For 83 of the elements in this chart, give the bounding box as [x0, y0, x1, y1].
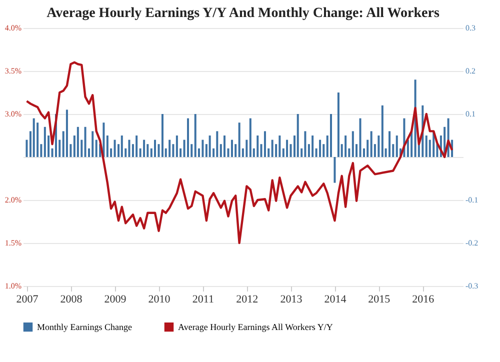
bar	[176, 136, 178, 157]
bar	[278, 136, 281, 157]
x-tick-label: 2011	[192, 294, 214, 306]
x-tick-label: 2013	[280, 294, 303, 306]
y2-tick-label: 0.3	[466, 24, 476, 32]
bar	[296, 114, 299, 157]
bar	[114, 140, 116, 157]
bar	[388, 131, 391, 157]
bar	[128, 140, 130, 157]
bar	[36, 122, 39, 157]
bar	[330, 114, 332, 157]
x-tick-label: 2016	[412, 294, 435, 306]
bar	[264, 131, 266, 157]
bar	[202, 140, 204, 157]
line-series	[26, 61, 454, 244]
bar	[194, 114, 196, 157]
bar	[359, 118, 362, 157]
bar	[161, 114, 164, 157]
bar	[256, 136, 259, 157]
bar	[92, 131, 94, 157]
bar	[143, 140, 146, 157]
bar	[378, 136, 380, 157]
bar	[370, 131, 372, 157]
bar	[381, 105, 384, 157]
y-tick-label: 1.5%	[4, 238, 22, 248]
bar	[102, 122, 105, 157]
x-tick-label: 2010	[148, 294, 171, 306]
bar	[76, 126, 79, 157]
bar	[234, 144, 237, 157]
bar	[208, 136, 211, 157]
y2-tick-label: -0.1	[466, 196, 478, 204]
bar	[84, 126, 86, 157]
bar	[344, 136, 347, 157]
x-tick-label: 2009	[104, 294, 127, 306]
bar	[26, 140, 28, 157]
bar	[366, 140, 369, 157]
bar	[230, 140, 233, 157]
bar	[249, 118, 252, 157]
bar	[120, 136, 123, 157]
bar	[136, 136, 138, 157]
bar	[216, 131, 218, 157]
y-tick-label: 4.0%	[4, 24, 22, 32]
bar	[334, 157, 336, 183]
bar	[238, 122, 240, 157]
bar	[158, 144, 160, 157]
bar	[322, 144, 325, 157]
bar	[32, 118, 35, 157]
legend-label: Average Hourly Earnings All Workers Y/Y	[178, 322, 334, 332]
y-tick-label: 3.0%	[4, 110, 22, 118]
x-tick-label: 2015	[368, 294, 391, 306]
bar	[66, 110, 68, 157]
legend-label: Monthly Earnings Change	[37, 322, 132, 332]
bar	[106, 136, 108, 157]
y-tick-label: 2.0%	[4, 196, 22, 204]
bar	[286, 140, 288, 157]
bar	[304, 131, 306, 157]
bar	[425, 136, 428, 157]
bar	[44, 126, 46, 157]
bar	[319, 140, 322, 157]
x-tick-label: 2014	[324, 294, 347, 306]
bar	[352, 131, 354, 157]
bar	[312, 136, 314, 157]
y2-tick-label: -0.3	[466, 282, 478, 290]
bar	[146, 144, 149, 157]
bar	[172, 144, 174, 157]
y-tick-label: 1.0%	[4, 282, 22, 290]
bar	[246, 140, 248, 157]
bar	[154, 140, 156, 157]
bar	[168, 140, 171, 157]
bar	[224, 136, 226, 157]
x-tick-label: 2008	[60, 294, 83, 306]
y-tick-label: 3.5%	[4, 66, 22, 76]
chart-title: Average Hourly Earnings Y/Y And Monthly Change: All Workers	[46, 6, 440, 21]
bar	[95, 140, 98, 157]
bar	[337, 92, 340, 157]
bar	[187, 118, 190, 157]
y2-tick-label: -0.2	[466, 238, 478, 248]
y2-tick-label: 0.1	[466, 110, 476, 118]
x-tick-label: 2007	[16, 294, 39, 306]
bar	[271, 140, 274, 157]
y2-tick-label: 0.2	[466, 66, 476, 76]
x-tick-label: 2012	[236, 294, 258, 306]
bar	[396, 136, 398, 157]
